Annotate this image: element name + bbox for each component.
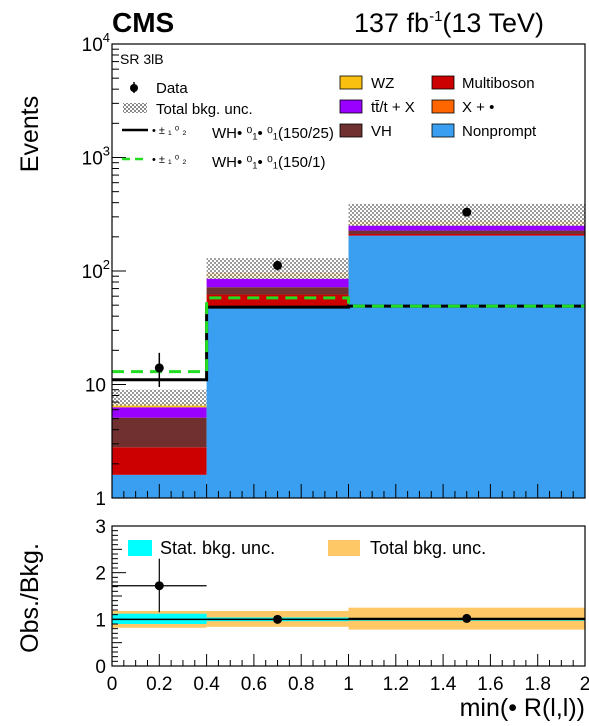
top-y-axis-title: Events: [16, 96, 44, 172]
legend-signal-2-prefix: • ± ₁ ⁰ ₂: [152, 154, 187, 166]
x-tick-label: 0.6: [241, 674, 267, 695]
x-tick-label: 1.8: [524, 674, 550, 695]
legend-total-unc: Total bkg. unc.: [123, 101, 253, 118]
bar-vh-bin0: [112, 417, 207, 448]
legend-multiboson-label: Multiboson: [462, 75, 535, 92]
ratio-y-tick-label: 1: [95, 610, 106, 631]
data-point-0: [154, 363, 164, 373]
ratio-panel: 0 1 2 3 0 0.2 0.4 0.6 0.8 1 1.2 1.4 1.6 1.8 2 Stat. b…: [95, 517, 589, 695]
main-panel: 1 10 102 103 104: [82, 30, 586, 510]
legend-vh-label: VH: [371, 123, 392, 140]
ratio-legend: Stat. bkg. unc. Total bkg. unc.: [128, 538, 486, 558]
x-tick-label: 0.8: [288, 674, 314, 695]
bar-vh-bin2: [348, 230, 585, 234]
bar-multiboson-bin2: [348, 233, 585, 236]
legend-signal-2-label: WH• ⁰₁• ⁰₁(150/1): [212, 154, 326, 171]
ratio-legend-stat-swatch: [128, 540, 152, 556]
legend-xg-label: X + •: [462, 99, 494, 116]
ratio-legend-total-swatch: [328, 540, 360, 556]
ratio-y-tick-label: 0: [95, 657, 106, 678]
legend-signal-1-label: WH• ⁰₁• ⁰₁(150/25): [212, 125, 334, 142]
ratio-legend-stat-label: Stat. bkg. unc.: [160, 538, 275, 558]
legend: Data Total bkg. unc. • ± ₁ ⁰ ₂ WH• ⁰₁• ⁰…: [122, 75, 537, 171]
total-unc-band-bin0: [112, 389, 207, 406]
legend-data: Data: [130, 80, 188, 97]
region-label: SR 3lB: [120, 51, 164, 67]
y-tick-label: 102: [82, 257, 110, 283]
legend-signal-2: • ± ₁ ⁰ ₂ WH• ⁰₁• ⁰₁(150/1): [122, 154, 326, 171]
ratio-legend-total-label: Total bkg. unc.: [370, 538, 486, 558]
x-tick-label: 2: [580, 674, 589, 695]
bar-tttx-bin1: [206, 277, 349, 288]
legend-data-label: Data: [156, 80, 188, 97]
x-tick-label: 1.2: [383, 674, 409, 695]
bar-multiboson-bin0: [112, 447, 207, 475]
ratio-y-ticks: 0 1 2 3: [95, 517, 126, 678]
bottom-y-axis-title: Obs./Bkg.: [16, 543, 44, 653]
ratio-points: [112, 558, 585, 624]
x-axis-title: min(• R(l,l)): [460, 694, 585, 722]
bar-nonprompt-bin2: [348, 235, 585, 498]
x-axis-ticks-top: [111, 484, 586, 498]
bar-tttx-bin2: [348, 225, 585, 231]
x-tick-label: 0: [107, 674, 118, 695]
x-tick-label: 1: [343, 674, 354, 695]
legend-ttx: tt̄/t + X: [339, 99, 415, 116]
signal-lines: [112, 296, 585, 382]
legend-ttx-label: tt̄/t + X: [371, 99, 415, 116]
y-tick-label: 104: [82, 30, 110, 56]
y-tick-label: 10: [85, 376, 106, 397]
signal-line-1: [112, 304, 585, 382]
ratio-point-1: [273, 614, 283, 624]
experiment-label: CMS: [112, 7, 174, 38]
bar-nonprompt-bin1: [206, 307, 349, 498]
legend-xg: X + •: [431, 99, 494, 116]
legend-vh: VH: [339, 123, 392, 140]
x-tick-label: 0.4: [193, 674, 220, 695]
bar-nonprompt-bin0: [112, 474, 207, 498]
y-axis-ticks: 1 10 102 103 104: [82, 30, 126, 510]
x-tick-label: 1.4: [430, 674, 457, 695]
ratio-point-0: [154, 581, 164, 591]
ratio-y-tick-label: 3: [95, 517, 106, 538]
data-points: [154, 207, 472, 388]
legend-total-unc-label: Total bkg. unc.: [156, 101, 253, 118]
bar-tttx-bin0: [112, 407, 207, 418]
ratio-point-2: [462, 613, 472, 623]
x-axis-ticks: 0 0.2 0.4 0.6 0.8 1 1.2 1.4 1.6 1.8 2: [107, 654, 589, 695]
ratio-y-tick-label: 2: [95, 564, 106, 585]
bar-vh-bin1: [206, 287, 349, 295]
legend-wz-label: WZ: [371, 75, 394, 92]
signal-line-2: [112, 296, 585, 374]
legend-nonprompt-label: Nonprompt: [462, 123, 537, 140]
legend-wz: WZ: [339, 75, 394, 92]
data-point-1: [273, 260, 283, 270]
legend-signal-1-prefix: • ± ₁ ⁰ ₂: [152, 125, 187, 137]
y-tick-label: 1: [95, 489, 106, 510]
x-tick-label: 1.6: [477, 674, 503, 695]
legend-signal-1: • ± ₁ ⁰ ₂ WH• ⁰₁• ⁰₁(150/25): [122, 125, 334, 142]
x-tick-label: 0.2: [146, 674, 172, 695]
legend-nonprompt: Nonprompt: [431, 123, 537, 140]
y-tick-label: 103: [82, 144, 110, 170]
lumi-label: 137 fb-1(13 TeV): [354, 8, 544, 38]
legend-multiboson: Multiboson: [431, 75, 535, 92]
data-point-2: [462, 207, 472, 217]
